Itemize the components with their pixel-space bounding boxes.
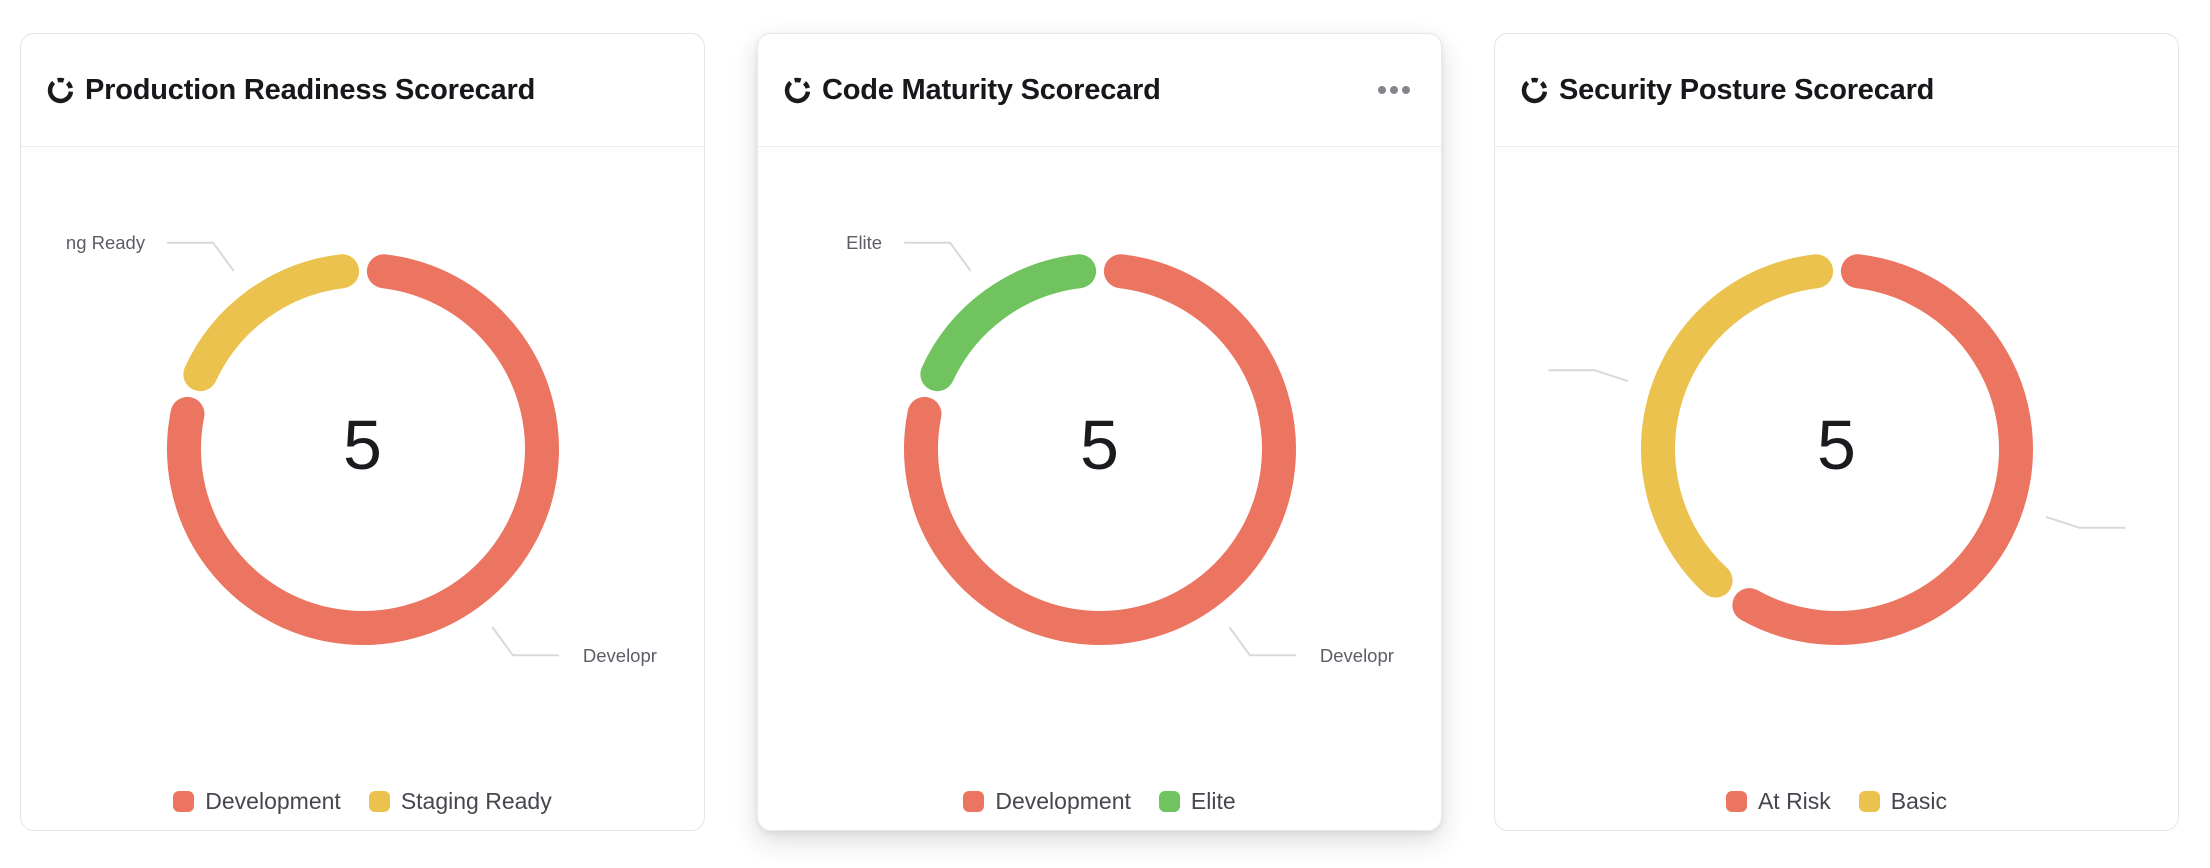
donut-chart-area: 5 At Risk Basic bbox=[1495, 147, 2178, 830]
more-menu-button[interactable] bbox=[1375, 77, 1413, 103]
chart-legend: Development Staging Ready bbox=[21, 788, 704, 815]
card-title: Production Readiness Scorecard bbox=[85, 73, 536, 106]
donut-chart: Developr ng Ready bbox=[65, 232, 656, 666]
legend-item-basic[interactable]: Basic bbox=[1858, 788, 1948, 815]
callout-line bbox=[1547, 369, 1628, 382]
callout-line bbox=[1228, 626, 1296, 657]
legend-label: Elite bbox=[1190, 788, 1236, 814]
legend-label: Basic bbox=[1890, 788, 1948, 814]
card-title: Security Posture Scorecard bbox=[1559, 73, 1935, 106]
legend-item-development[interactable]: Development bbox=[963, 788, 1131, 815]
card-title: Code Maturity Scorecard bbox=[822, 73, 1161, 106]
callout-label: ng Ready bbox=[65, 232, 145, 253]
callout-label: Developr bbox=[1319, 645, 1393, 666]
card-header: Production Readiness Scorecard bbox=[21, 34, 704, 147]
legend-label: Development bbox=[205, 788, 341, 814]
legend-swatch bbox=[1158, 791, 1180, 812]
donut-segment-elite[interactable] bbox=[919, 254, 1096, 392]
donut-chart bbox=[1547, 254, 2126, 645]
legend-swatch bbox=[368, 791, 390, 812]
legend-label: Staging Ready bbox=[400, 788, 552, 814]
donut-chart-area: Developr ng Ready 5 Development Staging R… bbox=[21, 147, 704, 830]
callout-line bbox=[491, 626, 559, 657]
donut-segment-development[interactable] bbox=[903, 254, 1296, 645]
legend-item-staging-ready[interactable]: Staging Ready bbox=[368, 788, 552, 815]
callout-line bbox=[903, 241, 971, 272]
legend-label: At Risk bbox=[1757, 788, 1831, 814]
circle-dashed-icon bbox=[1521, 77, 1548, 104]
callout-line bbox=[2045, 516, 2126, 529]
donut-total: 5 bbox=[1080, 406, 1119, 484]
callout-label: Elite bbox=[846, 232, 882, 253]
ellipsis-icon bbox=[1378, 86, 1410, 94]
donut-segment-at-risk[interactable] bbox=[1731, 254, 2033, 645]
donut-segment-basic[interactable] bbox=[1640, 254, 1833, 598]
card-security-posture-scorecard: Security Posture Scorecard 5 At Risk Bas… bbox=[1494, 33, 2179, 831]
card-production-readiness-scorecard: Production Readiness Scorecard Developr n… bbox=[20, 33, 705, 831]
legend-swatch bbox=[1725, 791, 1747, 812]
donut-chart-area: Developr Elite 5 Development Elite bbox=[758, 147, 1441, 830]
circle-dashed-icon bbox=[784, 77, 811, 104]
chart-legend: At Risk Basic bbox=[1495, 788, 2178, 815]
donut-total: 5 bbox=[343, 406, 382, 484]
chart-legend: Development Elite bbox=[758, 788, 1441, 815]
card-code-maturity-scorecard: Code Maturity Scorecard Developr Elite 5 … bbox=[757, 33, 1442, 831]
legend-swatch bbox=[963, 791, 985, 812]
circle-dashed-icon bbox=[47, 77, 74, 104]
legend-swatch bbox=[173, 791, 195, 812]
legend-item-at-risk[interactable]: At Risk bbox=[1725, 788, 1831, 815]
donut-chart: Developr Elite bbox=[846, 232, 1394, 666]
dashboard-row: Production Readiness Scorecard Developr n… bbox=[20, 33, 2179, 831]
donut-total: 5 bbox=[1817, 406, 1856, 484]
legend-item-development[interactable]: Development bbox=[173, 788, 341, 815]
callout-label: Developr bbox=[582, 645, 656, 666]
legend-swatch bbox=[1858, 791, 1880, 812]
donut-segment-staging-ready[interactable] bbox=[182, 254, 359, 392]
card-header: Code Maturity Scorecard bbox=[758, 34, 1441, 147]
legend-label: Development bbox=[995, 788, 1131, 814]
legend-item-elite[interactable]: Elite bbox=[1158, 788, 1236, 815]
callout-line bbox=[166, 241, 234, 272]
card-header: Security Posture Scorecard bbox=[1495, 34, 2178, 147]
donut-segment-development[interactable] bbox=[166, 254, 559, 645]
